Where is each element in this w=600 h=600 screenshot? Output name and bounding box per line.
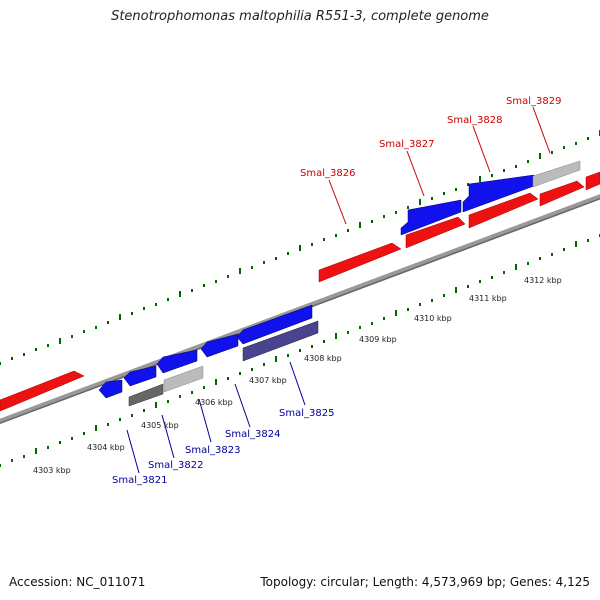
- gene-label: Smal_3821: [112, 475, 167, 486]
- gene-label: Smal_3828: [447, 115, 502, 126]
- gene-arrow[interactable]: [468, 192, 539, 229]
- gene-label: Smal_3829: [506, 96, 561, 107]
- gene-label: Smal_3823: [185, 445, 240, 456]
- gene-labels-top: Smal_3826 Smal_3827 Smal_3828 Smal_3829: [300, 96, 561, 179]
- gene-arrow[interactable]: [163, 365, 204, 393]
- map-title: Stenotrophomonas maltophilia R551-3, com…: [111, 9, 489, 24]
- gene-arrow[interactable]: [318, 242, 402, 283]
- forward-strand-genes: [0, 171, 600, 412]
- gene-arrow[interactable]: [585, 171, 600, 191]
- kbp-label: 4304 kbp: [87, 443, 125, 452]
- gene-label: Smal_3824: [225, 429, 280, 440]
- gene-arrow[interactable]: [539, 180, 585, 207]
- gene-label: Smal_3825: [279, 408, 334, 419]
- gene-arrow[interactable]: [0, 370, 85, 412]
- leader-lines-bottom: [126, 361, 306, 474]
- gene-arrow[interactable]: [123, 365, 157, 387]
- gene-arrow[interactable]: [405, 216, 466, 249]
- top-tick-row: [0, 130, 600, 365]
- gene-labels-bottom: Smal_3821 Smal_3822 Smal_3823 Smal_3824 …: [112, 408, 334, 486]
- kbp-label: 4310 kbp: [414, 314, 452, 323]
- genome-backbone: [0, 194, 600, 424]
- kbp-label: 4303 kbp: [33, 466, 71, 475]
- gene-arrow[interactable]: [236, 304, 313, 345]
- leader-lines-top: [328, 106, 551, 225]
- gene-arrow[interactable]: [400, 199, 462, 236]
- kbp-label: 4305 kbp: [141, 421, 179, 430]
- bottom-tick-row: [0, 234, 600, 467]
- gene-arrow[interactable]: [242, 320, 319, 362]
- kbp-label: 4308 kbp: [304, 354, 342, 363]
- kbp-label: 4309 kbp: [359, 335, 397, 344]
- topology-label: Topology: circular; Length: 4,573,969 bp…: [260, 575, 590, 589]
- gene-arrow[interactable]: [156, 349, 198, 374]
- kbp-label: 4306 kbp: [195, 398, 233, 407]
- gene-label: Smal_3826: [300, 168, 355, 179]
- kbp-labels: 4303 kbp 4304 kbp 4305 kbp 4306 kbp 4307…: [33, 276, 562, 475]
- accession-label: Accession: NC_011071: [9, 575, 146, 589]
- gene-arrow[interactable]: [98, 379, 123, 399]
- top-row-genes: [400, 160, 581, 236]
- gene-label: Smal_3822: [148, 460, 203, 471]
- gene-label: Smal_3827: [379, 139, 434, 150]
- kbp-label: 4311 kbp: [469, 294, 507, 303]
- gene-arrow[interactable]: [200, 333, 239, 358]
- gene-arrow[interactable]: [128, 383, 164, 407]
- kbp-label: 4307 kbp: [249, 376, 287, 385]
- kbp-label: 4312 kbp: [524, 276, 562, 285]
- gene-arrow[interactable]: [532, 160, 581, 188]
- reverse-strand-genes: [98, 304, 319, 407]
